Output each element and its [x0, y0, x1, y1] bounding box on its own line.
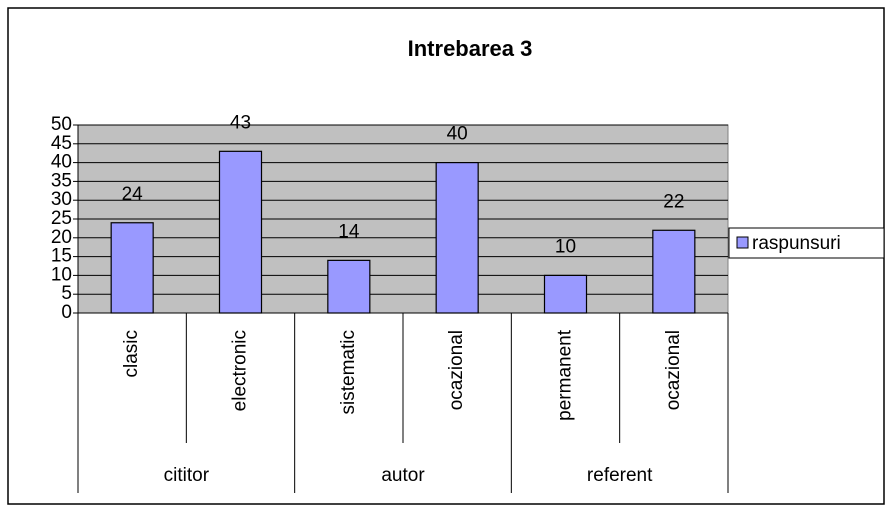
legend-swatch: [736, 236, 749, 249]
y-tick-label: 5: [61, 283, 72, 304]
y-tick-label: 45: [51, 133, 72, 154]
legend-box: [728, 227, 885, 259]
group-label: autor: [381, 465, 425, 486]
bar: [327, 259, 371, 314]
y-tick-label: 0: [61, 302, 72, 323]
x-tick-label: ocazional: [446, 330, 467, 410]
y-tick-label: 30: [51, 189, 72, 210]
group-label: cititor: [164, 465, 210, 486]
chart-title: Intrebarea 3: [408, 36, 533, 61]
data-label: 43: [230, 112, 251, 133]
bar: [435, 162, 479, 314]
data-label: 14: [338, 221, 360, 242]
x-tick-label: ocazional: [663, 330, 684, 410]
legend-label: raspunsuri: [752, 233, 841, 254]
bar: [652, 229, 696, 314]
data-label: 40: [447, 124, 468, 145]
data-label: 10: [555, 236, 576, 257]
y-tick-label: 20: [51, 227, 72, 248]
group-label: referent: [587, 465, 653, 486]
bar: [110, 222, 154, 314]
y-tick-label: 40: [51, 152, 72, 173]
y-tick-label: 15: [51, 246, 72, 267]
x-tick-label: permanent: [555, 329, 576, 421]
bar: [543, 274, 588, 314]
x-tick-label: electronic: [230, 330, 251, 411]
data-label: 22: [663, 191, 684, 212]
x-tick-label: sistematic: [338, 330, 359, 414]
y-tick-label: 10: [51, 264, 72, 285]
x-tick-label: clasic: [121, 330, 142, 378]
data-label: 24: [122, 184, 144, 205]
y-tick-label: 50: [51, 114, 72, 135]
bar: [218, 150, 263, 314]
y-tick-label: 25: [51, 208, 72, 229]
y-tick-label: 35: [51, 170, 72, 191]
